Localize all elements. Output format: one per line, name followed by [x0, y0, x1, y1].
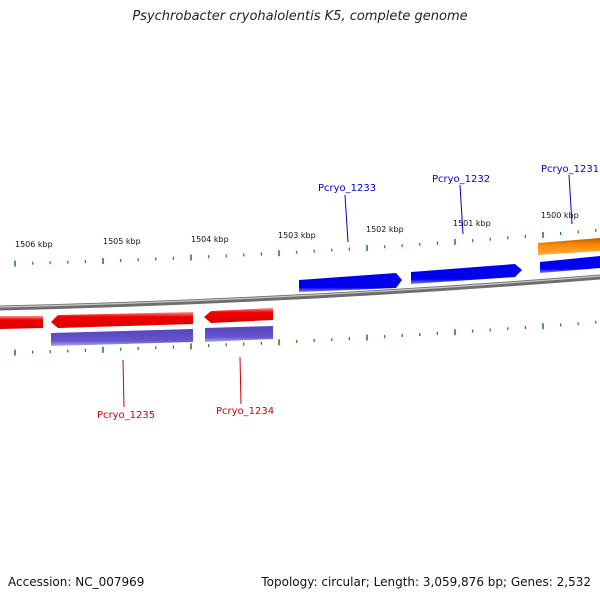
gene-label-pcryo-1235[interactable]: Pcryo_1235 [97, 410, 155, 421]
scale-label: 1502 kbp [366, 225, 404, 234]
scale-ticks-top [14, 228, 597, 267]
gene-label-pcryo-1232[interactable]: Pcryo_1232 [432, 174, 490, 185]
scale-label: 1506 kbp [15, 240, 53, 249]
genome-backbone-highlight [0, 275, 600, 308]
gene-label-pcryo-1231[interactable]: Pcryo_1231 [541, 164, 599, 175]
gene-arrow-pcryo-1232[interactable] [411, 264, 522, 284]
cds-band-pcryo-1234 [205, 326, 273, 342]
scale-ticks-bottom [14, 320, 597, 356]
label-leader-pcryo-1233 [344, 194, 349, 243]
label-leader-pcryo-1234 [239, 356, 242, 405]
gene-arrow-pcryo-1234[interactable] [204, 308, 273, 323]
gene-arrow-partial-left[interactable] [0, 316, 43, 329]
accession-text: Accession: NC_007969 [8, 575, 145, 589]
orange-feature [538, 238, 600, 255]
map-title: Psychrobacter cryohalolentis K5, complet… [132, 9, 468, 24]
scale-label: 1504 kbp [191, 235, 229, 244]
cds-band-pcryo-1235 [51, 329, 193, 346]
label-leader-pcryo-1231 [568, 174, 573, 225]
gene-arrow-pcryo-1231[interactable] [540, 256, 600, 273]
label-leader-pcryo-1235 [122, 359, 125, 408]
gene-label-pcryo-1234[interactable]: Pcryo_1234 [216, 406, 274, 417]
scale-label: 1505 kbp [103, 237, 141, 246]
scale-label: 1500 kbp [541, 211, 579, 220]
scale-label: 1503 kbp [278, 231, 316, 240]
gene-label-pcryo-1233[interactable]: Pcryo_1233 [318, 183, 376, 194]
scale-label: 1501 kbp [453, 219, 491, 228]
label-leader-pcryo-1232 [459, 184, 464, 235]
gene-arrow-pcryo-1235[interactable] [51, 312, 193, 328]
genome-backbone [0, 274, 600, 311]
genome-summary-text: Topology: circular; Length: 3,059,876 bp… [261, 575, 591, 589]
gene-arrow-pcryo-1233[interactable] [299, 273, 402, 292]
